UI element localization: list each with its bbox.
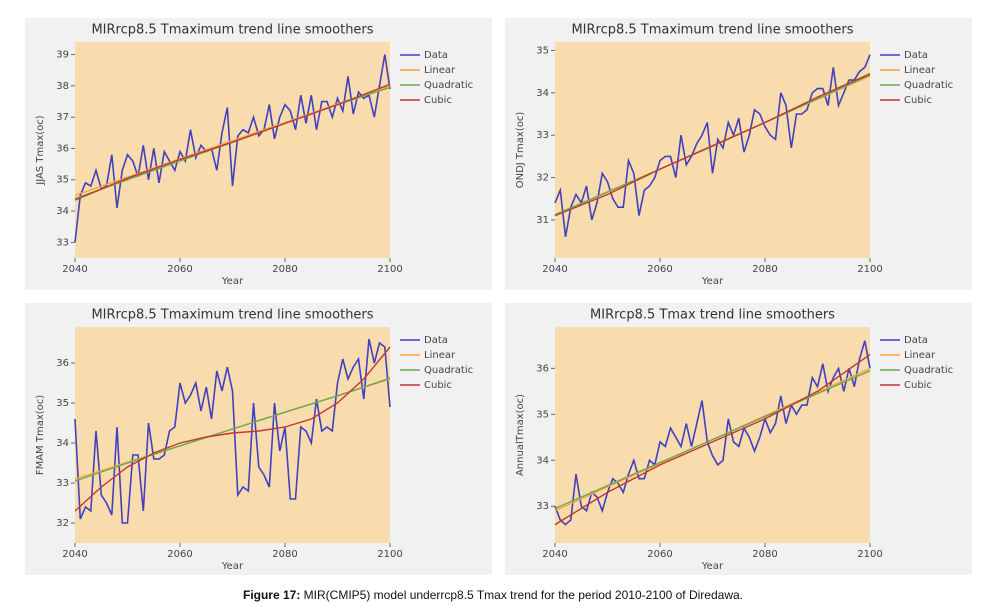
legend-label: Linear	[904, 350, 936, 361]
caption-text: MIR(CMIP5) model underrcp8.5 Tmax trend …	[300, 588, 743, 602]
panel: MIRrcp8.5 Tmaximum trend line smoothers Y…	[25, 18, 492, 290]
y-tick-label: 34	[536, 88, 549, 99]
y-axis-label: ONDJ Tmax(oc)	[515, 112, 526, 189]
y-tick-label: 36	[56, 143, 69, 154]
y-tick-label: 34	[56, 206, 69, 217]
legend-label: Linear	[424, 65, 456, 76]
legend-label: Linear	[904, 65, 936, 76]
series-line	[554, 54, 871, 237]
y-tick-label: 35	[56, 175, 69, 186]
legend-label: Linear	[424, 350, 456, 361]
legend-label: Cubic	[904, 95, 932, 106]
y-tick-label: 33	[536, 130, 549, 141]
series-line	[554, 73, 871, 217]
y-axis-label: JJAS Tmax(oc)	[35, 115, 46, 186]
x-tick-label: 2080	[752, 264, 777, 275]
y-tick-label: 35	[536, 409, 549, 420]
x-axis-label: Year	[701, 561, 724, 572]
chart-title: MIRrcp8.5 Tmax trend line smoothers	[590, 308, 835, 323]
x-axis-label: Year	[221, 561, 244, 572]
caption: Figure 17: MIR(CMIP5) model underrcp8.5 …	[243, 588, 743, 602]
x-tick-label: 2060	[647, 264, 672, 275]
x-axis-label: Year	[701, 276, 724, 287]
plot-area	[75, 42, 390, 258]
chart-title: MIRrcp8.5 Tmaximum trend line smoothers	[571, 23, 853, 38]
legend-label: Cubic	[424, 95, 452, 106]
y-tick-label: 37	[56, 112, 69, 123]
y-tick-label: 32	[56, 518, 69, 529]
x-tick-label: 2060	[647, 549, 672, 560]
x-tick-label: 2040	[62, 549, 87, 560]
series-line	[74, 377, 391, 482]
x-tick-label: 2100	[377, 264, 402, 275]
y-tick-label: 36	[536, 363, 549, 374]
x-tick-label: 2100	[377, 549, 402, 560]
y-tick-label: 31	[536, 215, 549, 226]
legend-label: Cubic	[904, 380, 932, 391]
plot-area	[555, 42, 870, 258]
series-line	[554, 354, 871, 526]
x-axis-label: Year	[221, 276, 244, 287]
legend-label: Quadratic	[904, 80, 953, 91]
y-tick-label: 35	[56, 398, 69, 409]
x-tick-label: 2080	[272, 549, 297, 560]
y-tick-label: 34	[56, 438, 69, 449]
legend-label: Quadratic	[424, 365, 473, 376]
x-tick-label: 2080	[752, 549, 777, 560]
y-tick-label: 32	[536, 173, 549, 184]
y-tick-label: 33	[536, 501, 549, 512]
y-axis-label: AnnualTmax(oc)	[515, 394, 526, 476]
x-tick-label: 2080	[272, 264, 297, 275]
caption-label: Figure 17:	[243, 588, 300, 602]
legend-label: Data	[424, 50, 448, 61]
x-tick-label: 2060	[167, 264, 192, 275]
x-tick-label: 2040	[62, 264, 87, 275]
y-tick-label: 34	[536, 455, 549, 466]
y-tick-label: 33	[56, 478, 69, 489]
y-tick-label: 39	[56, 50, 69, 61]
panel: MIRrcp8.5 Tmaximum trend line smoothers Y…	[25, 303, 492, 575]
legend-label: Data	[424, 335, 448, 346]
legend-label: Cubic	[424, 380, 452, 391]
panel: MIRrcp8.5 Tmax trend line smoothers Year A…	[505, 303, 972, 575]
series-line	[74, 338, 391, 524]
y-tick-label: 36	[56, 358, 69, 369]
legend-label: Data	[904, 335, 928, 346]
series-line	[74, 83, 391, 201]
x-tick-label: 2100	[857, 549, 882, 560]
chart-title: MIRrcp8.5 Tmaximum trend line smoothers	[91, 308, 373, 323]
series-line	[554, 370, 871, 510]
x-tick-label: 2040	[542, 264, 567, 275]
series-line	[74, 346, 391, 512]
y-tick-label: 33	[56, 237, 69, 248]
y-tick-label: 35	[536, 45, 549, 56]
plot-area	[75, 327, 390, 543]
x-tick-label: 2040	[542, 549, 567, 560]
y-axis-label: FMAM Tmax(oc)	[35, 395, 46, 475]
plot-area	[555, 327, 870, 543]
legend-label: Data	[904, 50, 928, 61]
legend-label: Quadratic	[904, 365, 953, 376]
panel: MIRrcp8.5 Tmaximum trend line smoothers Y…	[505, 18, 972, 290]
x-tick-label: 2060	[167, 549, 192, 560]
chart-title: MIRrcp8.5 Tmaximum trend line smoothers	[91, 23, 373, 38]
y-tick-label: 38	[56, 81, 69, 92]
legend-label: Quadratic	[424, 80, 473, 91]
series-line	[74, 54, 391, 243]
x-tick-label: 2100	[857, 264, 882, 275]
